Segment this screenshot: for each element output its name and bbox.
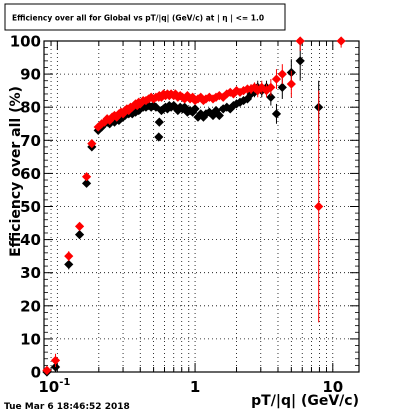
data-point xyxy=(42,365,52,375)
timestamp: Tue Mar 6 18:46:52 2018 xyxy=(4,402,130,412)
series-0 xyxy=(42,41,324,377)
y-tick-label: 40 xyxy=(20,231,41,249)
data-point xyxy=(295,56,305,66)
data-point xyxy=(295,36,305,46)
data-point xyxy=(336,36,346,46)
chart-title: Efficiency over all for Global vs pT/|q|… xyxy=(12,14,264,24)
y-tick-label: 60 xyxy=(20,165,41,183)
data-point xyxy=(50,355,61,366)
data-point xyxy=(266,82,276,92)
y-tick-label: 50 xyxy=(20,198,41,216)
x-axis-title: pT/|q| (GeV/c) xyxy=(251,393,359,409)
plot-frame xyxy=(43,40,360,373)
data-point xyxy=(253,86,263,96)
data-point xyxy=(154,132,164,142)
x-tick-label: 10 xyxy=(322,378,343,396)
y-tick-label: 30 xyxy=(20,264,41,282)
y-tick-label: 70 xyxy=(20,132,41,150)
data-point xyxy=(81,172,92,182)
y-tick-label: 20 xyxy=(20,297,41,315)
data-point xyxy=(228,100,239,111)
data-point xyxy=(249,82,260,92)
data-point xyxy=(261,86,272,96)
data-point xyxy=(81,178,92,188)
y-tick-label: 10 xyxy=(20,330,41,348)
data-point xyxy=(214,110,224,121)
data-point xyxy=(277,69,287,79)
data-point xyxy=(231,99,242,109)
data-point xyxy=(286,79,296,89)
y-tick-label: 0 xyxy=(31,364,41,382)
grid-lines xyxy=(44,41,359,372)
data-point xyxy=(64,251,74,261)
data-point xyxy=(314,201,324,212)
data-point xyxy=(271,109,282,119)
data-point xyxy=(271,74,282,84)
data-point xyxy=(154,117,164,127)
data-point xyxy=(266,92,276,102)
y-tick-label: 90 xyxy=(20,66,41,84)
axis-ticks xyxy=(44,40,359,373)
data-point xyxy=(235,97,245,107)
data-point xyxy=(190,104,200,114)
data-point xyxy=(74,230,85,240)
data-point xyxy=(74,221,85,231)
chart-title-box: Efficiency over all for Global vs pT/|q|… xyxy=(4,3,286,31)
data-point xyxy=(64,259,74,270)
data-point xyxy=(238,95,249,106)
y-tick-label: 100 xyxy=(10,33,41,51)
y-tick-labels: 0 10 20 30 40 50 60 70 80 90 100 xyxy=(10,33,41,382)
data-point xyxy=(277,82,287,92)
data-series xyxy=(42,36,346,377)
data-point xyxy=(114,115,124,126)
data-point xyxy=(87,139,97,149)
y-axis-title: Efficiency over all (%) xyxy=(8,86,24,257)
series-1 xyxy=(42,36,346,375)
x-tick-label: 1 xyxy=(190,378,200,396)
plot-border xyxy=(43,40,360,373)
y-tick-label: 80 xyxy=(20,99,41,117)
x-tick-label: 10-1 xyxy=(38,377,70,396)
